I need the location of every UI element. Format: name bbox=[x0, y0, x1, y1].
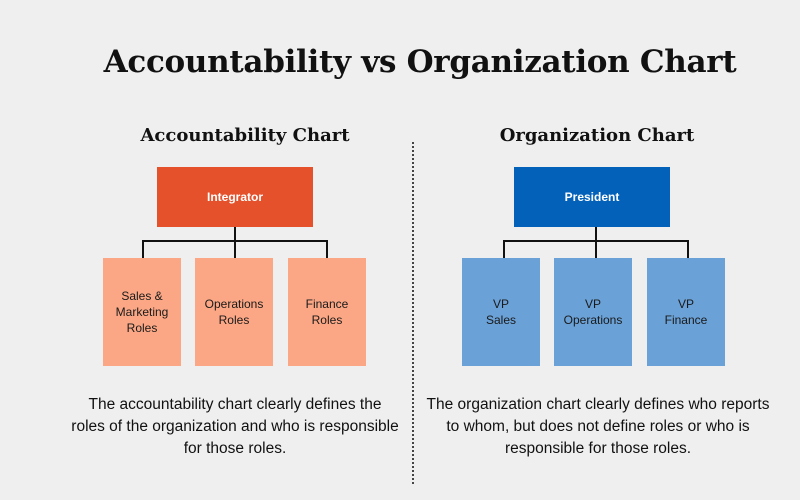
sales-marketing-roles-box: Sales & Marketing Roles bbox=[103, 258, 181, 366]
connector-line bbox=[326, 240, 328, 258]
accountability-description: The accountability chart clearly defines… bbox=[71, 396, 399, 457]
integrator-box: Integrator bbox=[157, 167, 313, 227]
vp-operations-box: VP Operations bbox=[554, 258, 632, 366]
page-title: Accountability vs Organization Chart bbox=[103, 44, 737, 80]
president-box: President bbox=[514, 167, 670, 227]
vp-sales-box: VP Sales bbox=[462, 258, 540, 366]
organization-chart-heading: Organization Chart bbox=[499, 125, 695, 146]
connector-line bbox=[687, 240, 689, 258]
accountability-chart-heading: Accountability Chart bbox=[140, 125, 350, 146]
operations-roles-box: Operations Roles bbox=[195, 258, 273, 366]
organization-description: The organization chart clearly defines w… bbox=[426, 396, 770, 457]
connector-line bbox=[234, 227, 236, 241]
connector-line bbox=[234, 240, 236, 258]
center-divider bbox=[412, 142, 414, 484]
connector-line bbox=[595, 240, 597, 258]
vp-finance-box: VP Finance bbox=[647, 258, 725, 366]
finance-roles-box: Finance Roles bbox=[288, 258, 366, 366]
connector-line bbox=[503, 240, 505, 258]
connector-line bbox=[595, 227, 597, 241]
connector-line bbox=[142, 240, 144, 258]
